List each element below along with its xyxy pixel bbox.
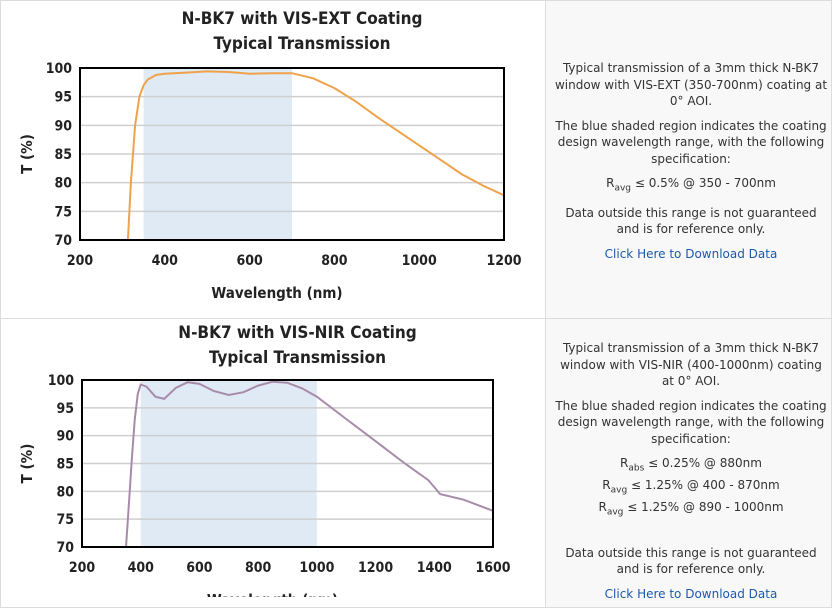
text-cell <box>545 318 832 608</box>
spec-text: ≤ 1.25% @ 890 - 1000nm <box>627 499 784 514</box>
x-tick-label: 400 <box>128 560 155 576</box>
spec-line: Ravg ≤ 1.25% @ 890 - 1000nm <box>553 499 829 521</box>
chart-subtitle: Typical Transmission <box>209 348 386 368</box>
download-link[interactable]: Click Here to Download Data <box>604 586 778 601</box>
y-tick-label: 100 <box>48 373 75 389</box>
y-tick-label: 100 <box>46 61 73 77</box>
y-tick-label: 95 <box>56 401 74 417</box>
spec-subscript: avg <box>614 183 632 194</box>
spec-subscript: abs <box>628 463 645 474</box>
x-tick-label: 600 <box>186 560 213 576</box>
data-line <box>126 70 504 240</box>
chart-subtitle: Typical Transmission <box>214 34 391 54</box>
note: Data outside this range is not guarantee… <box>565 205 817 237</box>
y-tick-label: 80 <box>54 176 72 192</box>
chart-title: N-BK7 with VIS-NIR Coating <box>178 323 416 343</box>
x-tick-label: 200 <box>67 253 94 269</box>
y-tick-label: 85 <box>56 457 74 473</box>
specs: Ravg ≤ 0.5% @ 350 - 700nm <box>553 175 829 197</box>
spec-line: Rabs ≤ 0.25% @ 880nm <box>553 455 829 477</box>
y-tick-label: 85 <box>54 147 72 163</box>
spec-text: ≤ 0.5% @ 350 - 700nm <box>634 176 776 190</box>
y-tick-label: 75 <box>56 512 74 528</box>
download-link[interactable]: Click Here to Download Data <box>604 246 778 261</box>
charts: N-BK7 with VIS-EXT Coating Typical Transm… <box>18 9 522 597</box>
y-tick-label: 95 <box>54 90 72 106</box>
x-tick-label: 800 <box>321 253 348 269</box>
x-tick-label: 1400 <box>417 560 452 576</box>
x-tick-label: 1200 <box>486 253 521 269</box>
description: The blue shaded region indicates the coa… <box>555 118 827 166</box>
note: Data outside this range is not guarantee… <box>565 545 817 577</box>
x-tick-label: 200 <box>69 560 96 576</box>
y-tick-label: 75 <box>54 204 72 220</box>
y-axis-label: T (%) <box>18 444 36 484</box>
spec-symbol: R <box>606 176 615 190</box>
description-panel: Typical transmission of a 3mm thick N-BK… <box>553 340 829 602</box>
plot-frame <box>81 379 494 548</box>
y-axis-label: T (%) <box>18 134 36 174</box>
chart-title: N-BK7 with VIS-EXT Coating <box>182 9 423 29</box>
x-tick-label: 1000 <box>402 253 437 269</box>
x-axis-label: Wavelength (nm) <box>211 284 342 302</box>
description: Typical transmission of a 3mm thick N-BK… <box>560 341 822 388</box>
spec-line: Ravg ≤ 0.5% @ 350 - 700nm <box>553 175 829 197</box>
y-tick-label: 70 <box>54 233 72 249</box>
spec-line: Ravg ≤ 1.25% @ 400 - 870nm <box>553 477 829 499</box>
spec-text: ≤ 0.25% @ 880nm <box>648 456 762 470</box>
data-line <box>125 380 493 547</box>
x-tick-label: 1000 <box>299 560 334 576</box>
y-tick-label: 90 <box>54 118 72 134</box>
spec-text: ≤ 1.25% @ 400 - 870nm <box>631 477 780 492</box>
y-tick-label: 90 <box>56 429 74 445</box>
x-axis-label: Wavelength (nm) <box>207 591 338 597</box>
spec-symbol: R <box>598 499 607 514</box>
x-tick-label: 600 <box>236 253 263 269</box>
x-tick-label: 400 <box>152 253 179 269</box>
spec-subscript: avg <box>610 485 628 496</box>
description-panel: Typical transmission of a 3mm thick N-BK… <box>553 60 829 262</box>
x-tick-label: 800 <box>245 560 272 576</box>
y-tick-label: 80 <box>56 484 74 500</box>
y-tick-label: 70 <box>56 540 74 556</box>
description: Typical transmission of a 3mm thick N-BK… <box>554 61 828 108</box>
spec-subscript: avg <box>606 507 624 518</box>
description: The blue shaded region indicates the coa… <box>555 398 827 446</box>
specs: Rabs ≤ 0.25% @ 880nm Ravg ≤ 1.25% @ 400 -… <box>553 455 829 521</box>
spec-symbol: R <box>602 477 611 492</box>
spec-symbol: R <box>620 456 629 470</box>
x-tick-label: 1200 <box>358 560 393 576</box>
plot-frame <box>79 67 505 241</box>
x-tick-label: 1600 <box>475 560 510 576</box>
